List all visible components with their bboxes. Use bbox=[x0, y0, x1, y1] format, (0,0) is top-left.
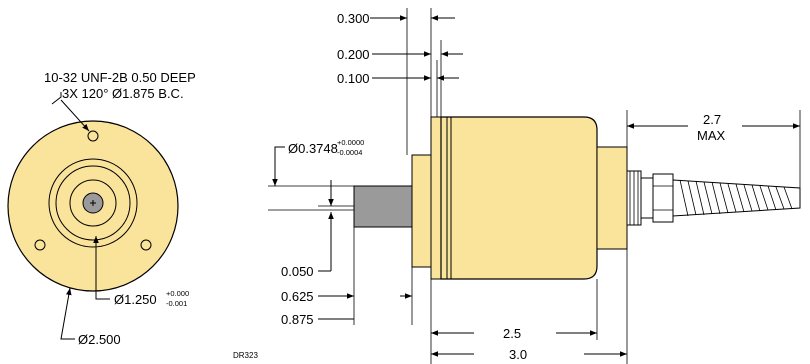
dim-0625: 0.625 bbox=[281, 289, 314, 304]
pilot-hub bbox=[411, 154, 432, 268]
top-dims: 0.300 0.200 0.100 bbox=[337, 8, 463, 155]
shaft-dia-dim: Ø0.3748 +0.0000 -0.0004 bbox=[268, 138, 364, 211]
dim-cable-unit: MAX bbox=[697, 128, 726, 143]
dim-cable-group: 2.7 MAX bbox=[626, 110, 801, 188]
drawing-code: DR323 bbox=[233, 351, 258, 360]
shaft bbox=[353, 185, 413, 228]
dim-0300: 0.300 bbox=[337, 11, 370, 26]
shaft-dia-tol-lower: -0.0004 bbox=[337, 148, 362, 157]
dim-0050-group: 0.050 bbox=[281, 180, 354, 279]
shaft-dia-tol-upper: +0.0000 bbox=[337, 138, 364, 147]
cable-strain-relief bbox=[672, 179, 801, 217]
thread-note-line1: 10-32 UNF-2B 0.50 DEEP bbox=[44, 70, 196, 85]
front-pilot-inner-ring bbox=[69, 179, 117, 227]
front-pilot-ring bbox=[55, 165, 131, 241]
pilot-dia-tol-upper: +0.000 bbox=[166, 289, 189, 298]
pilot-dia-leader bbox=[93, 236, 110, 300]
mounting-flange bbox=[430, 116, 442, 280]
outer-dia-label: Ø2.500 bbox=[78, 332, 121, 347]
thread-note-leader bbox=[51, 92, 89, 131]
dim-0875: 0.875 bbox=[281, 312, 314, 327]
dim-body: 2.5 bbox=[503, 326, 521, 341]
dim-overall: 3.0 bbox=[509, 347, 527, 362]
shaft-dia-label: Ø0.3748 bbox=[288, 141, 338, 156]
front-mount-hole-top bbox=[87, 130, 99, 142]
pilot-dia-label: Ø1.250 bbox=[114, 292, 157, 307]
pilot-dia-tol-lower: -0.001 bbox=[166, 299, 187, 308]
dim-body-group: 2.5 3.0 bbox=[431, 249, 628, 364]
dim-cable-length: 2.7 bbox=[703, 112, 721, 127]
dim-0625-0875-group: 0.625 0.875 bbox=[281, 227, 432, 364]
side-view: 0.300 0.200 0.100 Ø0.3748 +0.0000 -0.000… bbox=[233, 8, 801, 364]
dim-0050: 0.050 bbox=[281, 264, 314, 279]
front-shaft-center-mark bbox=[90, 200, 96, 206]
connector-boss bbox=[596, 146, 628, 250]
front-mount-hole-left bbox=[34, 239, 46, 251]
thread-note-line2: 3X 120° Ø1.875 B.C. bbox=[62, 86, 184, 101]
outer-dia-leader bbox=[60, 287, 75, 340]
dim-0100: 0.100 bbox=[337, 71, 370, 86]
front-mount-hole-right bbox=[140, 239, 152, 251]
encoder-body bbox=[440, 116, 598, 280]
cable-gland bbox=[626, 170, 674, 226]
front-view: 10-32 UNF-2B 0.50 DEEP 3X 120° Ø1.875 B.… bbox=[7, 70, 196, 347]
dim-0200: 0.200 bbox=[337, 47, 370, 62]
